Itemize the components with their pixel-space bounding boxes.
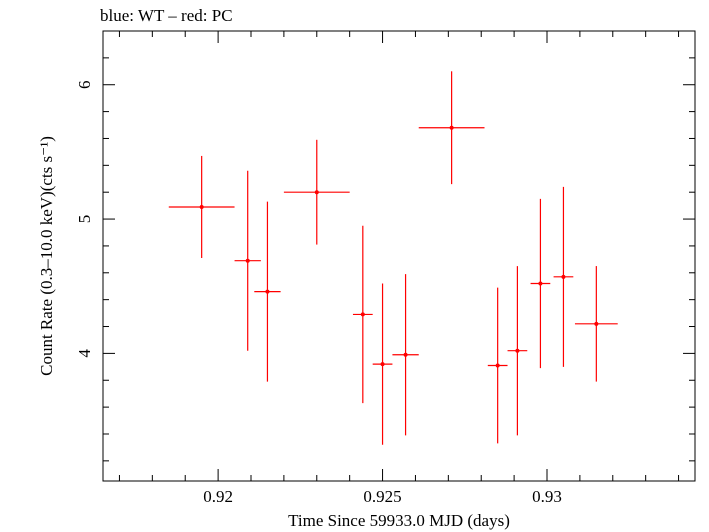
y-axis-label: Count Rate (0.3–10.0 keV)(cts s⁻¹) [37,136,56,376]
data-point [553,186,574,367]
y-tick-label: 4 [75,349,94,358]
y-tick-label: 5 [75,215,94,224]
data-marker [594,321,599,326]
data-marker [360,312,365,317]
data-point [168,155,235,259]
chart-title: blue: WT – red: PC [100,6,233,25]
axes: 0.92 0.925 0.93 4 5 6 [75,30,695,506]
data-point [283,139,350,245]
data-point [487,287,508,444]
data-marker [449,125,454,130]
plot-frame [102,30,696,482]
data-point [254,201,281,382]
data-point [574,266,618,382]
data-marker [199,204,204,209]
data-marker [538,281,543,286]
data-marker [265,289,270,294]
x-tick-label: 0.92 [203,487,233,506]
data-marker [561,274,566,279]
data-marker [314,190,319,195]
data-point [418,71,485,185]
data-marker [515,348,520,353]
x-axis-label: Time Since 59933.0 MJD (days) [288,511,510,530]
data-point [507,266,528,436]
data-series [168,71,618,445]
data-point [352,225,373,404]
y-tick-label: 6 [75,80,94,89]
data-point [392,274,419,436]
data-marker [403,352,408,357]
data-marker [245,258,250,263]
data-point [372,283,393,445]
data-marker [495,363,500,368]
data-point [530,198,551,369]
x-tick-label: 0.925 [363,487,401,506]
data-marker [380,362,385,367]
data-point [234,170,261,351]
x-tick-label: 0.93 [532,487,562,506]
